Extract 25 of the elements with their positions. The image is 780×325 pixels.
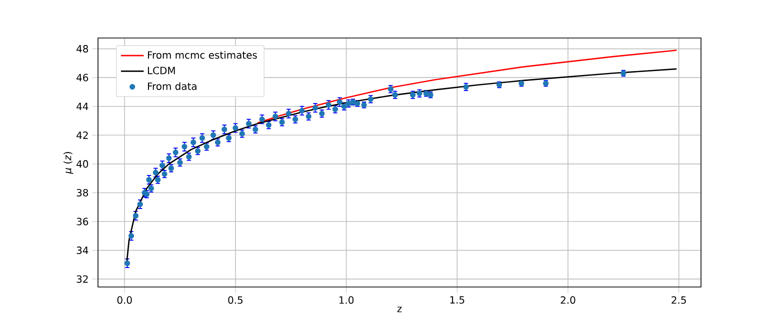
y-tick-label: 42 — [76, 131, 88, 139]
x-tick-label: 2.5 — [672, 296, 686, 304]
point — [246, 120, 252, 126]
x-tick-label: 1.0 — [339, 296, 354, 304]
point — [232, 125, 238, 131]
point — [124, 260, 130, 266]
y-axis-title: μ (z) — [64, 152, 74, 174]
point — [128, 233, 134, 239]
y-tick-label: 40 — [76, 160, 88, 168]
y-tick-label: 36 — [76, 218, 88, 226]
x-tick-label: 2.0 — [560, 296, 576, 304]
legend-label: LCDM — [148, 66, 175, 74]
y-tick-label: 44 — [76, 102, 88, 110]
y-tick-label: 46 — [76, 74, 88, 82]
y-tick-label: 32 — [76, 275, 88, 283]
y-tick-label: 48 — [76, 45, 88, 53]
y-tick-label: 34 — [76, 246, 88, 254]
x-tick-label: 1.5 — [450, 296, 464, 304]
point — [259, 116, 265, 122]
legend-label: From data — [148, 82, 196, 90]
y-tick-label: 38 — [76, 188, 88, 196]
x-tick-label: 0.5 — [228, 296, 242, 304]
x-axis-title: z — [397, 306, 402, 312]
x-tick-label: 0.0 — [117, 296, 132, 304]
legend-label: From mcmc estimates — [148, 51, 257, 59]
